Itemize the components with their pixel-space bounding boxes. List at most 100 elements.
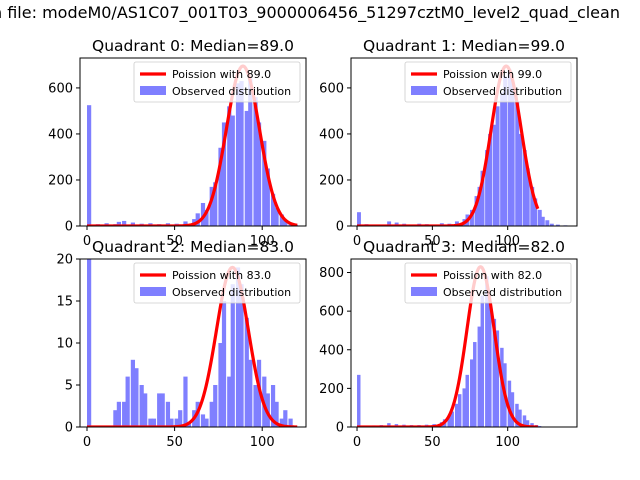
histogram-bar [357, 374, 361, 427]
histogram-bar [545, 220, 550, 226]
histogram-bar [549, 223, 554, 226]
histogram-bar [130, 222, 136, 226]
histogram-bar [151, 418, 157, 427]
histogram-bar [248, 359, 253, 427]
histogram-bar [288, 418, 293, 427]
figure-title: n file: modeM0/AS1C07_001T03_9000006456_… [0, 3, 620, 22]
histogram-bar [533, 198, 538, 226]
histogram-bar [116, 221, 121, 226]
x-tick-label: 50 [424, 435, 441, 450]
histogram-bar [227, 106, 232, 226]
histogram-bar [510, 83, 515, 226]
histogram-bar [518, 409, 522, 427]
histogram-bar [530, 186, 535, 226]
histogram-bar [87, 259, 92, 427]
histogram-bar [522, 415, 527, 427]
quadrant-2-legend: Poission with 83.0 Observed distribution [133, 262, 301, 304]
histogram-bar [495, 330, 500, 427]
histogram-bar [530, 423, 534, 427]
histogram-bar [248, 78, 253, 226]
histogram-bar [387, 221, 392, 226]
histogram-bar [488, 133, 493, 226]
histogram-bar [394, 222, 399, 226]
histogram-bar [492, 124, 497, 226]
histogram-bar [244, 110, 249, 226]
histogram-bar [209, 401, 214, 427]
quadrant-2-title: Quadrant 2: Median=83.0 [92, 238, 294, 256]
y-tick-label: 10 [56, 337, 73, 352]
histogram-bar [525, 168, 530, 226]
quadrant-3-chart: 0 200 400 600 800 0 50 100 Quadrant 3: Median=82… [319, 238, 578, 450]
histogram-bar [143, 393, 148, 427]
x-tick-label: 0 [83, 435, 91, 450]
histogram-bar [253, 97, 258, 226]
histogram-bar [235, 83, 241, 226]
histogram-bar [200, 202, 206, 226]
histogram-bar [204, 418, 209, 427]
legend-observed-label: Observed distribution [443, 85, 562, 98]
histogram-bar [485, 276, 489, 427]
y-tick-label: 600 [319, 81, 344, 96]
y-tick-label: 0 [65, 220, 73, 235]
histogram-bar [244, 317, 249, 427]
histogram-bar [450, 411, 454, 427]
legend-poisson-label: Poission with 82.0 [443, 269, 542, 282]
histogram-bar [183, 376, 188, 427]
histogram-bar [488, 303, 492, 427]
histogram-bar [209, 186, 214, 226]
legend-bar-swatch [140, 86, 166, 95]
histogram-bar [515, 403, 519, 427]
histogram-bar [183, 221, 188, 226]
quadrant-1-chart: 0 200 400 600 0 50 100 Quadrant 1: Median=99.0 P… [319, 37, 578, 249]
histogram-bar [357, 212, 361, 226]
quadrant-1-histogram [357, 69, 568, 226]
x-tick-label: 50 [166, 435, 183, 450]
y-tick-label: 5 [65, 379, 73, 394]
x-tick-label: 0 [353, 435, 361, 450]
histogram-bar [510, 392, 515, 427]
legend-box [133, 262, 301, 304]
axes-frame [350, 258, 578, 428]
histogram-bar [279, 418, 284, 427]
histogram-bar [235, 267, 241, 427]
histogram-bar [477, 186, 482, 226]
histogram-bar [230, 115, 235, 226]
histogram-bar [200, 414, 206, 427]
histogram-bar [125, 376, 130, 427]
histogram-bar [540, 216, 545, 226]
legend-poisson-label: Poission with 89.0 [172, 68, 271, 81]
quadrant-1-title: Quadrant 1: Median=99.0 [363, 37, 565, 55]
x-tick-label: 100 [250, 435, 275, 450]
histogram-bar [169, 418, 174, 427]
histogram-bar [230, 284, 235, 427]
legend-bar-swatch [140, 287, 166, 296]
y-tick-label: 600 [48, 81, 73, 96]
y-tick-label: 0 [65, 421, 73, 436]
histogram-bar [518, 133, 523, 226]
legend-observed-label: Observed distribution [172, 286, 291, 299]
quadrant-2-histogram [87, 259, 293, 427]
y-tick-label: 20 [56, 253, 73, 268]
poisson-curve [86, 64, 298, 226]
histogram-bar [265, 168, 270, 226]
axes-frame [350, 57, 578, 227]
histogram-bar [270, 385, 276, 427]
quadrant-0-legend: Poission with 89.0 Observed distribution [133, 61, 301, 103]
histogram-bar [555, 224, 560, 226]
histogram-bar [525, 420, 530, 427]
x-tick-label: 50 [166, 234, 183, 249]
histogram-bar [454, 403, 459, 427]
histogram-bar [515, 101, 520, 226]
y-tick-label: 200 [319, 382, 344, 397]
histogram-bar [495, 106, 500, 226]
legend-bar-swatch [411, 287, 437, 296]
histogram-bar [474, 196, 479, 226]
x-tick-label: 0 [353, 234, 361, 249]
histogram-bar [227, 376, 232, 427]
y-tick-label: 400 [48, 127, 73, 142]
histogram-bar [537, 209, 542, 226]
quadrant-0-title: Quadrant 0: Median=89.0 [92, 37, 294, 55]
histogram-bar [160, 393, 165, 427]
poisson-curve [356, 265, 539, 427]
